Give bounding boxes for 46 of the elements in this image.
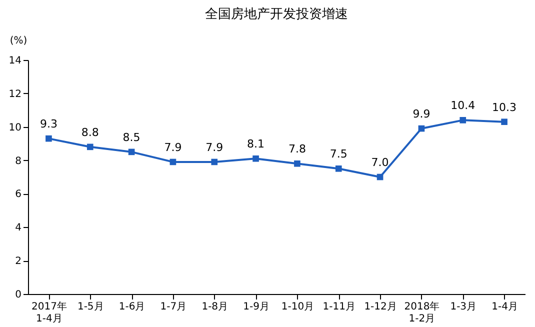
- x-tick-label: 1-8月: [202, 302, 228, 312]
- point: [211, 158, 218, 166]
- data-label: 7.9: [206, 140, 224, 154]
- y-tick-label: 2: [15, 256, 22, 268]
- x-tick-label: 1-10月: [281, 302, 314, 312]
- point: [335, 165, 342, 172]
- data-label: 7.8: [288, 142, 306, 156]
- x-tick-label: 1-3月: [450, 302, 477, 312]
- data-label: 7.0: [371, 156, 389, 169]
- y-tick-label: 0: [15, 290, 22, 300]
- point: [294, 160, 300, 167]
- x-tick-label: 2017年 1-4月: [31, 300, 67, 324]
- data-label: 8.5: [122, 130, 140, 144]
- point: [46, 135, 52, 142]
- data-label: 7.9: [164, 140, 182, 154]
- y-tick-label: 14: [8, 56, 22, 66]
- data-label: 7.5: [330, 148, 348, 161]
- point: [460, 117, 466, 124]
- x-tick-label: 1-7月: [160, 302, 187, 312]
- y-tick-label: 6: [15, 189, 22, 200]
- data-label: 8.1: [247, 138, 265, 151]
- x-tick-label: 1-12月: [364, 302, 397, 312]
- x-tick-label: 1-11月: [322, 302, 356, 312]
- point: [252, 155, 259, 162]
- x-tick-label: 1-4月: [492, 302, 518, 312]
- point: [170, 158, 176, 166]
- point: [86, 144, 94, 150]
- data-label: 8.8: [81, 126, 99, 139]
- point: [418, 125, 425, 132]
- data-label: 10.3: [492, 100, 517, 114]
- point: [376, 174, 384, 180]
- x-tick-label: 1-6月: [118, 302, 146, 312]
- x-tick-label: 2018年 1-2月: [404, 300, 440, 324]
- data-label: 10.4: [450, 99, 476, 112]
- y-tick-label: 10: [8, 122, 22, 134]
- y-tick-label: 12: [8, 88, 22, 100]
- data-label: 9.9: [412, 108, 430, 121]
- chart-title: 全国房地产开发投资增速: [205, 6, 348, 22]
- x-tick-label: 1-5月: [77, 302, 104, 312]
- x-tick-label: 1-9月: [243, 302, 270, 312]
- y-tick-label: 4: [15, 222, 22, 234]
- y-tick-label: 8: [15, 156, 22, 167]
- y-axis-title: (%): [10, 36, 28, 46]
- point: [501, 118, 508, 126]
- point: [128, 148, 135, 156]
- data-label: 9.3: [40, 118, 58, 131]
